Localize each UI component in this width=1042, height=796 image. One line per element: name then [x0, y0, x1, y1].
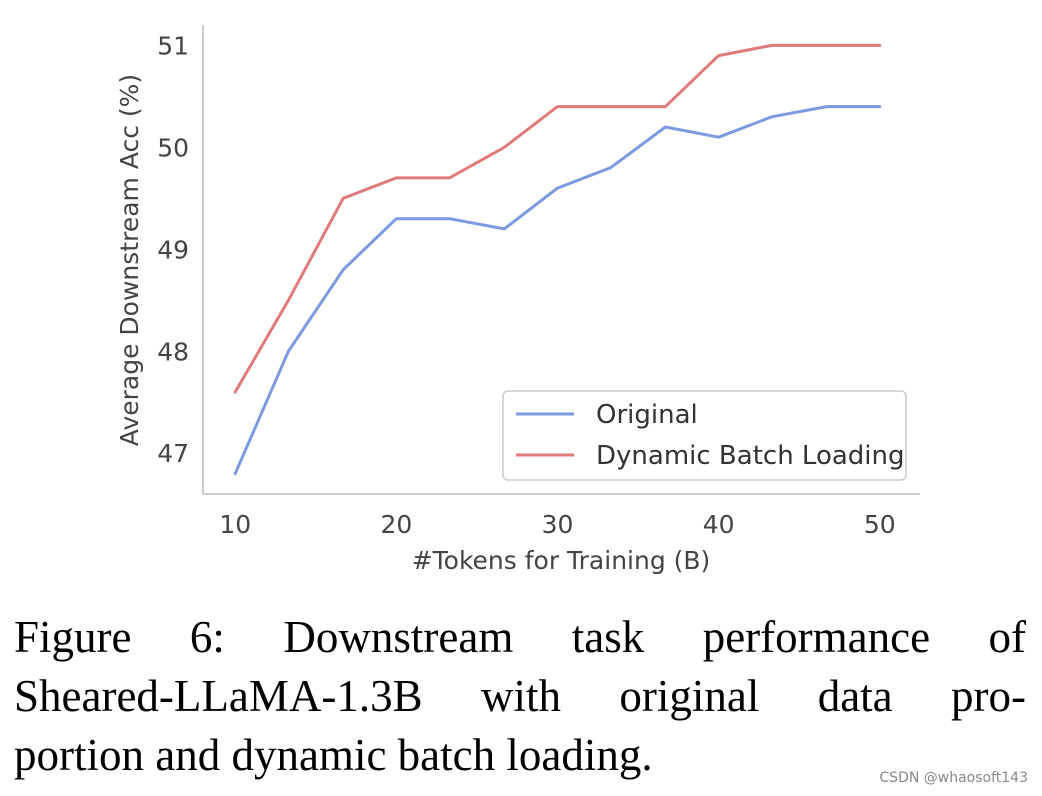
x-tick-label: 20: [380, 510, 412, 539]
x-tick-label: 50: [864, 510, 896, 539]
y-tick-labels: 47 48 49 50 51: [157, 31, 189, 468]
y-tick-label: 49: [157, 235, 189, 264]
y-tick-label: 48: [157, 337, 189, 366]
y-axis-label: Average Downstream Acc (%): [115, 74, 144, 446]
caption-line-3: portion and dynamic batch loading.: [14, 730, 653, 780]
watermark: CSDN @whaosoft143: [879, 770, 1028, 786]
legend-label-original: Original: [596, 400, 698, 430]
caption-line-2: Sheared-LLaMA-1.3B with original data pr…: [14, 671, 1026, 721]
x-tick-label: 10: [219, 510, 251, 539]
caption-line-1: Figure 6: Downstream task performance of: [14, 612, 1026, 662]
y-tick-label: 50: [157, 133, 189, 162]
series-lines: [233, 43, 882, 476]
x-tick-label: 30: [542, 510, 574, 539]
legend-box: [502, 390, 907, 481]
series-line-dynamic-batch-loading: [233, 43, 882, 394]
chart-legend: Original Dynamic Batch Loading: [502, 390, 907, 481]
y-tick-label: 51: [157, 31, 189, 60]
chart-axes: [202, 25, 920, 495]
legend-label-dynamic-batch-loading: Dynamic Batch Loading: [596, 441, 905, 471]
series-line-original: [233, 105, 882, 476]
y-tick-label: 47: [157, 439, 189, 468]
x-tick-label: 40: [703, 510, 735, 539]
x-axis-label: #Tokens for Training (B): [412, 546, 711, 575]
figure-caption: Figure 6: Downstream task performance of…: [14, 608, 1026, 785]
line-chart: 47 48 49 50 51 10 20 30 40 50 Average Downstream…: [115, 25, 920, 575]
x-tick-labels: 10 20 30 40 50: [219, 510, 895, 539]
